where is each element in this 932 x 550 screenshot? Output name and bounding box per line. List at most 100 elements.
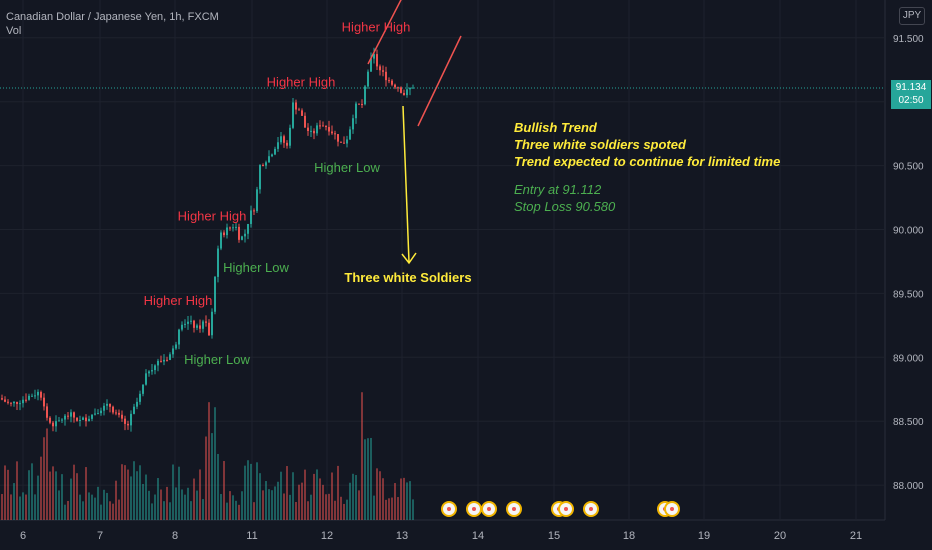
time-axis[interactable]: 6 7 8 11 12 13 14 15 18 19 20 21 xyxy=(20,530,862,542)
candle-body xyxy=(112,406,114,413)
candle-body xyxy=(340,141,342,143)
annotation-label: Higher Low xyxy=(314,160,380,175)
candle-body xyxy=(157,360,159,366)
volume-bar xyxy=(193,478,195,520)
annotation-label: Higher High xyxy=(178,209,247,224)
y-tick-label: 90.000 xyxy=(893,226,924,237)
candle-body xyxy=(256,189,258,212)
candle-body xyxy=(301,110,303,116)
volume-bar xyxy=(382,478,384,520)
candle-body xyxy=(268,156,270,163)
candle-body xyxy=(208,322,210,336)
volume-bar xyxy=(76,473,78,520)
candle-body xyxy=(352,118,354,130)
candles xyxy=(1,47,414,432)
candle-body xyxy=(151,370,153,372)
volume-bar xyxy=(151,503,153,520)
chart-legend[interactable]: Canadian Dollar / Japanese Yen, 1h, FXCM… xyxy=(6,10,219,38)
candle-body xyxy=(22,399,24,404)
candle-body xyxy=(259,164,261,190)
candle-body xyxy=(34,395,36,397)
volume-bar xyxy=(136,471,138,520)
volume-bar xyxy=(4,465,6,520)
volume-bar xyxy=(46,428,48,520)
volume-bar xyxy=(55,471,57,520)
volume-bar xyxy=(112,503,114,520)
event-marker-dot xyxy=(564,507,568,511)
candle-body xyxy=(28,395,30,400)
volume-bar xyxy=(328,493,330,520)
volume-bar xyxy=(364,439,366,520)
candle-body xyxy=(409,88,411,90)
volume-bar xyxy=(148,490,150,520)
candle-body xyxy=(13,401,15,404)
volume-bar xyxy=(256,462,258,520)
candle-body xyxy=(229,227,231,229)
trendline-projection xyxy=(417,35,462,127)
annotation-label: Higher Low xyxy=(184,352,250,367)
candle-body xyxy=(115,412,117,414)
volume-bar xyxy=(61,474,63,520)
volume-bar xyxy=(409,481,411,520)
candle-body xyxy=(220,232,222,249)
volume-bar xyxy=(73,464,75,520)
volume-bar xyxy=(262,490,264,520)
volume-bar xyxy=(7,469,9,520)
candle-body xyxy=(49,417,51,423)
volume-bar xyxy=(64,504,66,520)
y-tick-label: 89.500 xyxy=(893,289,924,300)
volume-bar xyxy=(97,486,99,520)
volume-bar xyxy=(127,469,129,520)
volume-bar xyxy=(223,461,225,520)
volume-bar xyxy=(184,494,186,520)
volume-bar xyxy=(43,437,45,520)
currency-button[interactable]: JPY xyxy=(899,7,925,25)
x-tick-label: 18 xyxy=(623,530,635,542)
volume-bar xyxy=(70,478,72,520)
y-tick-label: 88.000 xyxy=(893,481,924,492)
candle-body xyxy=(232,227,234,229)
candle-body xyxy=(223,232,225,236)
candle-body xyxy=(169,354,171,360)
volume-bar xyxy=(304,469,306,520)
candle-body xyxy=(244,233,246,237)
event-marker-dot xyxy=(487,507,491,511)
candle-body xyxy=(190,320,192,322)
volume-bar xyxy=(370,437,372,520)
candle-body xyxy=(370,58,372,72)
volume-bar xyxy=(19,496,21,520)
candle-body xyxy=(343,142,345,144)
volume-bar xyxy=(109,501,111,520)
note-line-trend: Bullish Trend xyxy=(514,120,597,135)
volume-bar xyxy=(187,487,189,520)
volume-bar xyxy=(241,491,243,520)
annotations: Higher High Higher High Higher Low Higher H… xyxy=(144,20,472,367)
candle-body xyxy=(37,391,39,396)
annotation-label: Higher Low xyxy=(223,260,289,275)
symbol-title[interactable]: Canadian Dollar / Japanese Yen, 1h, FXCM xyxy=(6,11,219,23)
volume-bar xyxy=(322,484,324,520)
candle-body xyxy=(403,92,405,96)
volume-bar xyxy=(124,465,126,520)
candle-body xyxy=(121,414,123,419)
volume-bar xyxy=(130,476,132,520)
candle-body xyxy=(322,125,324,127)
note-line-expectation: Trend expected to continue for limited t… xyxy=(514,154,781,169)
note-line-entry: Entry at 91.112 xyxy=(514,182,602,197)
volume-bar xyxy=(49,471,51,520)
event-marker-dot xyxy=(472,507,476,511)
candle-body xyxy=(82,417,84,420)
volume-bar xyxy=(205,436,207,520)
volume-bar xyxy=(115,480,117,520)
volume-bar xyxy=(181,489,183,520)
volume-bar xyxy=(412,499,414,520)
volume-bar xyxy=(133,461,135,520)
volume-bars xyxy=(1,392,414,520)
candle-body xyxy=(211,311,213,336)
candle-body xyxy=(265,162,267,166)
x-tick-label: 7 xyxy=(97,530,103,542)
volume-indicator-label[interactable]: Vol xyxy=(6,25,22,37)
volume-bar xyxy=(211,433,213,520)
candle-body xyxy=(76,417,78,421)
